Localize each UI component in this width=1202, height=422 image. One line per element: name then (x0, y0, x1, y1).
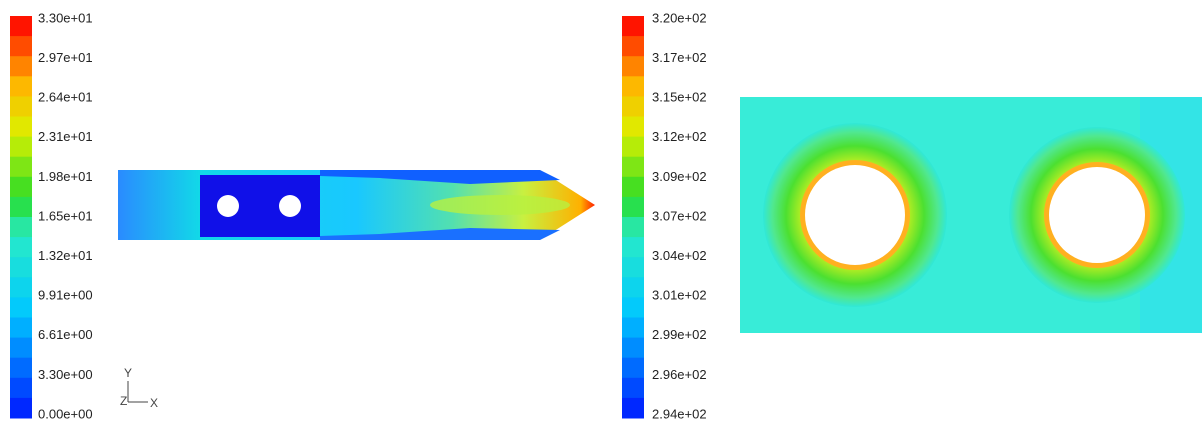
color-swatch (622, 56, 644, 77)
colorbar-label: 3.30e+00 (38, 367, 93, 382)
colorbar-label: 9.91e+00 (38, 288, 93, 303)
color-swatch (10, 357, 32, 379)
color-swatch (10, 277, 32, 298)
color-swatch (622, 257, 644, 278)
color-swatch (10, 156, 32, 178)
axis-x: X (150, 396, 158, 410)
colorbar-label: 2.31e+01 (38, 129, 93, 144)
colorbar-label: 1.98e+01 (38, 169, 93, 184)
colorbar-label: 3.12e+02 (652, 129, 707, 144)
color-swatch (622, 136, 644, 158)
colorbar-label: 3.15e+02 (652, 90, 707, 105)
color-swatch (622, 36, 644, 57)
colorbar-label: 3.01e+02 (652, 288, 707, 303)
colorbar-label: 1.65e+01 (38, 208, 93, 223)
axis-z: Z (120, 394, 127, 408)
color-swatch (10, 297, 32, 318)
color-swatch (622, 96, 644, 117)
colorbar-label: 1.32e+01 (38, 248, 93, 263)
colorbar-label: 2.64e+01 (38, 90, 93, 105)
color-swatch (622, 277, 644, 298)
color-swatch (10, 136, 32, 158)
colorbar-label: 3.09e+02 (652, 169, 707, 184)
colorbar-label: 2.97e+01 (38, 50, 93, 65)
color-swatch (10, 116, 32, 138)
color-swatch (622, 16, 644, 37)
color-swatch (10, 377, 32, 399)
colorbar-label: 0.00e+00 (38, 406, 93, 421)
color-swatch (10, 76, 32, 97)
color-swatch (622, 176, 644, 198)
color-swatch (622, 337, 644, 359)
right-colorbar: 3.20e+02 3.17e+02 3.15e+02 3.12e+02 3.09e+02… (622, 10, 707, 421)
colorbar-label: 3.07e+02 (652, 208, 707, 223)
colorbar-label: 3.20e+02 (652, 10, 707, 25)
color-swatch (622, 237, 644, 258)
color-swatch (622, 297, 644, 318)
color-swatch (10, 16, 32, 37)
colorbar-label: 2.94e+02 (652, 406, 707, 421)
color-swatch (622, 196, 644, 218)
color-swatch (10, 36, 32, 57)
color-swatch (622, 76, 644, 97)
color-swatch (622, 317, 644, 339)
colorbar-label: 3.17e+02 (652, 50, 707, 65)
color-swatch (622, 156, 644, 178)
color-swatch (622, 217, 644, 238)
colorbar-label: 3.30e+01 (38, 10, 93, 25)
colorbar-label: 2.96e+02 (652, 367, 707, 382)
colorbar-label: 2.99e+02 (652, 327, 707, 342)
color-swatch (10, 56, 32, 77)
color-swatch (10, 96, 32, 117)
color-swatch (622, 377, 644, 399)
axis-triad: Y Z X (120, 366, 158, 410)
axis-y: Y (124, 366, 132, 380)
colorbar-label: 3.04e+02 (652, 248, 707, 263)
color-swatch (10, 237, 32, 258)
color-swatch (10, 317, 32, 339)
color-swatch (10, 176, 32, 198)
color-swatch (10, 397, 32, 419)
color-swatch (622, 116, 644, 138)
color-swatch (10, 217, 32, 238)
color-swatch (10, 196, 32, 218)
color-swatch (10, 337, 32, 359)
color-swatch (10, 257, 32, 278)
right-contour (740, 97, 1202, 333)
color-swatch (622, 397, 644, 419)
left-contour (118, 170, 595, 240)
colorbar-label: 6.61e+00 (38, 327, 93, 342)
left-colorbar: 3.30e+01 2.97e+01 2.64e+01 2.31e+01 1.98e+01… (10, 10, 93, 421)
color-swatch (622, 357, 644, 379)
